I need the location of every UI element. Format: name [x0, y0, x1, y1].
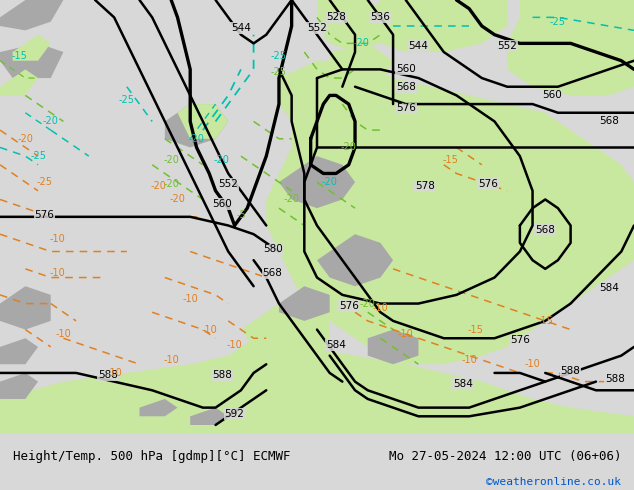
Polygon shape — [317, 0, 393, 52]
Text: -20: -20 — [214, 155, 230, 166]
Polygon shape — [368, 0, 507, 52]
Text: 560: 560 — [396, 64, 416, 74]
Text: -10: -10 — [49, 234, 65, 244]
Text: 528: 528 — [326, 12, 346, 23]
Text: 588: 588 — [605, 374, 625, 385]
Polygon shape — [13, 35, 51, 61]
Text: -20: -20 — [42, 117, 59, 126]
Text: -10: -10 — [373, 303, 388, 313]
Polygon shape — [0, 373, 38, 399]
Text: -25: -25 — [36, 177, 53, 187]
Polygon shape — [507, 0, 634, 96]
Text: 588: 588 — [212, 370, 232, 380]
Text: -20: -20 — [163, 179, 179, 189]
Text: 576: 576 — [510, 336, 530, 345]
Text: 560: 560 — [541, 90, 562, 100]
Text: -25: -25 — [271, 51, 287, 61]
Text: 578: 578 — [415, 181, 435, 192]
Text: 588: 588 — [560, 366, 581, 376]
Polygon shape — [317, 234, 393, 286]
Text: ©weatheronline.co.uk: ©weatheronline.co.uk — [486, 477, 621, 487]
Polygon shape — [0, 0, 63, 30]
Text: -20: -20 — [283, 195, 300, 204]
Text: 576: 576 — [339, 301, 359, 311]
Text: 552: 552 — [497, 41, 517, 50]
Text: 568: 568 — [535, 225, 555, 235]
Text: -15: -15 — [11, 51, 27, 61]
Text: 544: 544 — [231, 23, 251, 33]
Polygon shape — [139, 399, 178, 416]
Polygon shape — [368, 330, 418, 364]
Polygon shape — [279, 156, 355, 208]
Text: -10: -10 — [107, 368, 122, 378]
Text: -25: -25 — [271, 67, 287, 76]
Polygon shape — [0, 44, 63, 78]
Text: 552: 552 — [218, 179, 238, 189]
Text: Height/Temp. 500 hPa [gdmp][°C] ECMWF: Height/Temp. 500 hPa [gdmp][°C] ECMWF — [13, 450, 290, 463]
Text: 580: 580 — [262, 245, 283, 254]
Text: -25: -25 — [119, 95, 135, 105]
Text: -20: -20 — [163, 155, 179, 166]
Text: 576: 576 — [396, 103, 416, 113]
Polygon shape — [178, 104, 228, 139]
Text: -10: -10 — [56, 329, 71, 339]
Text: -20: -20 — [17, 134, 34, 144]
Text: 536: 536 — [370, 12, 391, 23]
Text: -20: -20 — [169, 195, 186, 204]
Text: 576: 576 — [478, 179, 498, 189]
Polygon shape — [0, 338, 38, 364]
Polygon shape — [266, 61, 634, 364]
Text: -10: -10 — [202, 324, 217, 335]
Text: 584: 584 — [453, 379, 473, 389]
Text: -10: -10 — [49, 268, 65, 278]
Polygon shape — [0, 286, 51, 330]
Text: -20: -20 — [340, 143, 357, 152]
Text: -20: -20 — [150, 181, 167, 192]
Text: Mo 27-05-2024 12:00 UTC (06+06): Mo 27-05-2024 12:00 UTC (06+06) — [389, 450, 621, 463]
Text: -10: -10 — [525, 359, 540, 369]
Polygon shape — [165, 104, 228, 147]
Polygon shape — [241, 304, 330, 364]
Polygon shape — [279, 286, 330, 321]
Text: 560: 560 — [212, 199, 232, 209]
Polygon shape — [190, 408, 228, 425]
Text: -10: -10 — [398, 329, 413, 339]
Text: 552: 552 — [307, 23, 327, 33]
Text: -10: -10 — [462, 355, 477, 365]
Polygon shape — [0, 338, 634, 434]
Text: -15: -15 — [442, 155, 458, 166]
Text: -20: -20 — [188, 134, 205, 144]
Text: 568: 568 — [396, 82, 416, 92]
Text: -5: -5 — [236, 210, 246, 220]
Text: 568: 568 — [262, 268, 283, 278]
Text: 568: 568 — [598, 117, 619, 126]
Text: 576: 576 — [34, 210, 55, 220]
Text: -10: -10 — [227, 340, 242, 350]
Text: -10: -10 — [164, 355, 179, 365]
Text: 584: 584 — [598, 283, 619, 294]
Text: -25: -25 — [30, 151, 46, 161]
Text: 544: 544 — [408, 41, 429, 50]
Text: -20: -20 — [359, 298, 376, 309]
Text: -10: -10 — [183, 294, 198, 304]
Text: -20: -20 — [353, 38, 370, 49]
Text: 588: 588 — [98, 370, 118, 380]
Text: 592: 592 — [224, 409, 245, 419]
Text: 584: 584 — [326, 340, 346, 350]
Text: -20: -20 — [321, 177, 338, 187]
Polygon shape — [330, 44, 393, 87]
Text: -25: -25 — [550, 17, 566, 26]
Text: -15: -15 — [467, 324, 484, 335]
Text: -15: -15 — [537, 316, 553, 326]
Polygon shape — [0, 70, 38, 96]
